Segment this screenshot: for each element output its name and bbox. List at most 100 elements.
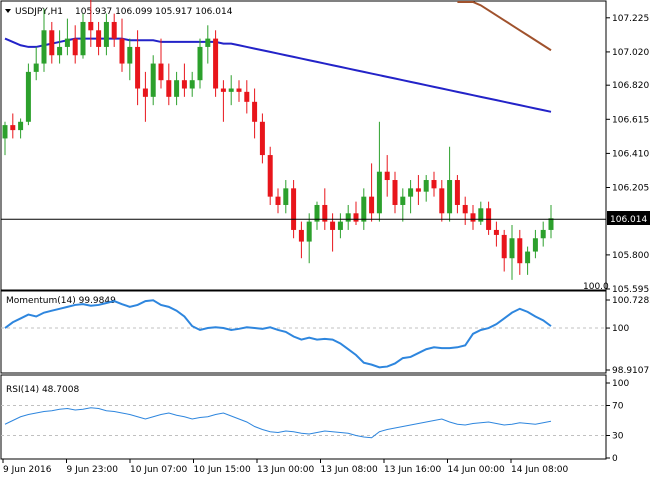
candle-body (283, 188, 289, 205)
candle-body (408, 188, 414, 197)
candle-body (57, 46, 63, 56)
candle-body (18, 121, 24, 131)
candle-body (33, 63, 39, 72)
candle-body (306, 221, 312, 242)
candle-body (493, 229, 499, 235)
candle-body (228, 88, 234, 92)
candle-body (447, 180, 453, 214)
candle-body (291, 188, 297, 230)
candle-body (369, 196, 375, 214)
price-tick-label: 106.410 (612, 149, 649, 159)
price-tick-label: 107.020 (612, 48, 649, 58)
time-tick-label: 13 Jun 16:00 (384, 465, 441, 475)
candle-body (415, 188, 421, 192)
candle-body (220, 88, 226, 92)
price-tick-label: 106.205 (612, 184, 649, 194)
candle-body (135, 46, 141, 89)
price-tick-label: 106.615 (612, 115, 649, 125)
momentum-tick-label: 98.9107 (612, 366, 649, 376)
candle-body (478, 208, 484, 222)
momentum-panel-frame (0, 290, 607, 374)
price-axis: 107.225 107.020 106.820 106.615 106.410 106.2… (606, 14, 649, 295)
candle-body (166, 80, 172, 97)
rsi-axis: 100 70 30 0 (606, 379, 629, 464)
candle-body (392, 180, 398, 205)
candle-body (197, 46, 203, 81)
triangle-down-icon[interactable] (5, 9, 11, 13)
momentum-line (4, 299, 552, 369)
candle-body (174, 80, 180, 97)
candle-body (259, 121, 265, 156)
time-axis: 9 Jun 2016 9 Jun 23:00 10 Jun 07:00 10 Jun … (2, 459, 568, 475)
ma-fast-line (4, 37, 552, 113)
time-tick-label: 10 Jun 15:00 (194, 465, 251, 475)
rsi-panel-frame (0, 374, 607, 460)
rsi-tick-label: 0 (612, 454, 618, 464)
candle-body (501, 234, 507, 259)
rsi-tick-label: 30 (612, 432, 624, 442)
candle-body (322, 204, 328, 222)
candle-body (80, 21, 86, 56)
candle-body (2, 125, 8, 139)
momentum-tick-label: 100.7282 (612, 296, 650, 306)
time-tick-label: 9 Jun 2016 (3, 465, 52, 475)
rsi-line (4, 407, 552, 439)
candle-body (423, 180, 429, 192)
rsi-grid (1, 405, 606, 436)
candle-body (330, 221, 336, 230)
candle-body (103, 21, 109, 47)
candle-body (298, 229, 304, 242)
candle-body (548, 218, 554, 230)
candle-body (353, 213, 359, 222)
momentum-tick-label: 100 (612, 324, 629, 334)
time-tick-label: 10 Jun 07:00 (130, 465, 187, 475)
price-tick-label: 107.225 (612, 14, 649, 24)
candle-body (361, 196, 367, 222)
time-tick-label: 13 Jun 00:00 (257, 465, 314, 475)
candle-body (384, 171, 390, 181)
current-price-label: 106.014 (610, 215, 647, 225)
candle-body (244, 91, 250, 102)
candle-body (525, 251, 531, 264)
candle-body (439, 188, 445, 214)
candle-body (236, 88, 242, 92)
candle-body (111, 21, 117, 39)
symbol-label: USDJPY,H1 (15, 7, 63, 17)
candle-body (345, 213, 351, 222)
candle-body (337, 221, 343, 230)
candlestick-series (2, 0, 554, 280)
candle-body (205, 38, 211, 47)
candle-body (454, 180, 460, 205)
candle-body (49, 30, 55, 56)
candle-body (64, 38, 70, 47)
candle-body (213, 38, 219, 89)
candle-body (252, 101, 258, 122)
candle-body (10, 125, 16, 131)
time-tick-label: 14 Jun 00:00 (448, 465, 505, 475)
candle-body (189, 80, 195, 89)
corner-label: 100.0 (583, 282, 609, 292)
candle-body (540, 229, 546, 239)
candle-body (462, 204, 468, 214)
candle-body (509, 238, 515, 259)
candle-body (267, 155, 273, 197)
moving-averages (4, 1, 552, 113)
candle-body (142, 88, 148, 97)
time-tick-label: 14 Jun 08:00 (511, 465, 568, 475)
candle-body (88, 21, 94, 31)
rsi-tick-label: 70 (612, 402, 624, 412)
momentum-axis: 100.7282 100 98.9107 (606, 296, 650, 376)
time-tick-label: 13 Jun 08:00 (321, 465, 378, 475)
candle-body (119, 38, 125, 64)
price-tick-label: 106.820 (612, 81, 649, 91)
candle-body (470, 213, 476, 222)
candle-body (275, 196, 281, 205)
price-tick-label: 105.595 (612, 285, 649, 295)
candle-body (431, 180, 437, 189)
ma-slow-line (457, 1, 552, 52)
rsi-tick-label: 100 (612, 379, 629, 389)
candle-body (72, 38, 78, 56)
ohlc-label: 105.937 106.099 105.917 106.014 (75, 7, 233, 17)
